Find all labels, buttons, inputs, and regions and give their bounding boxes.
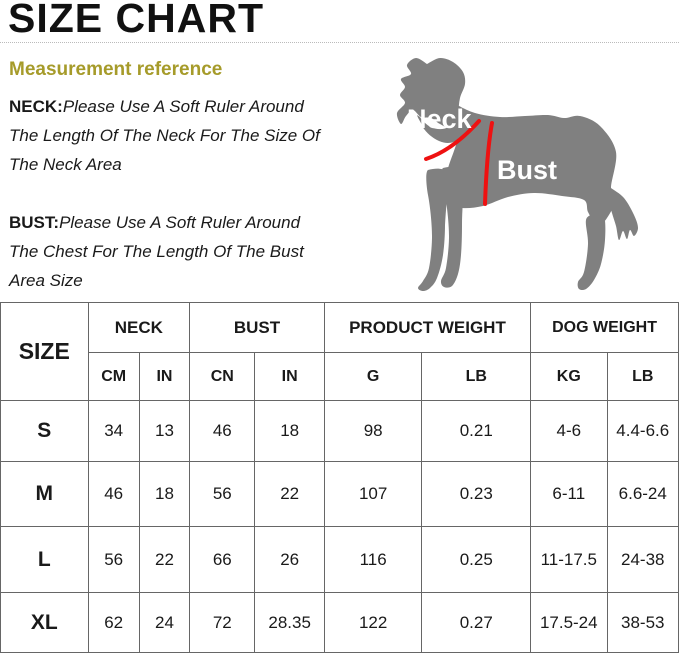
svg-text:Neck: Neck — [407, 104, 473, 134]
svg-text:Bust: Bust — [497, 155, 557, 185]
